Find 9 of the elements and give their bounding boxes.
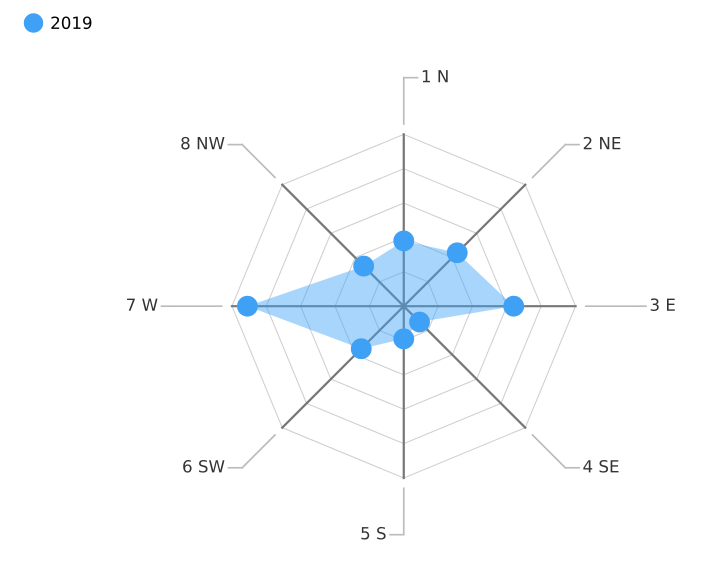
spoke-label: 4 SE xyxy=(583,460,618,473)
spoke-label: 2 NE xyxy=(584,136,620,150)
spoke-label: 5 S xyxy=(361,526,386,540)
spoke-label: 6 SW xyxy=(183,460,224,473)
spoke-label: 3 E xyxy=(650,298,675,312)
spoke-label: 8 NW xyxy=(181,136,224,150)
legend-label: 2019 xyxy=(51,16,92,30)
spoke-label: 7 W xyxy=(127,298,158,311)
spoke-label: 1 N xyxy=(422,70,448,82)
